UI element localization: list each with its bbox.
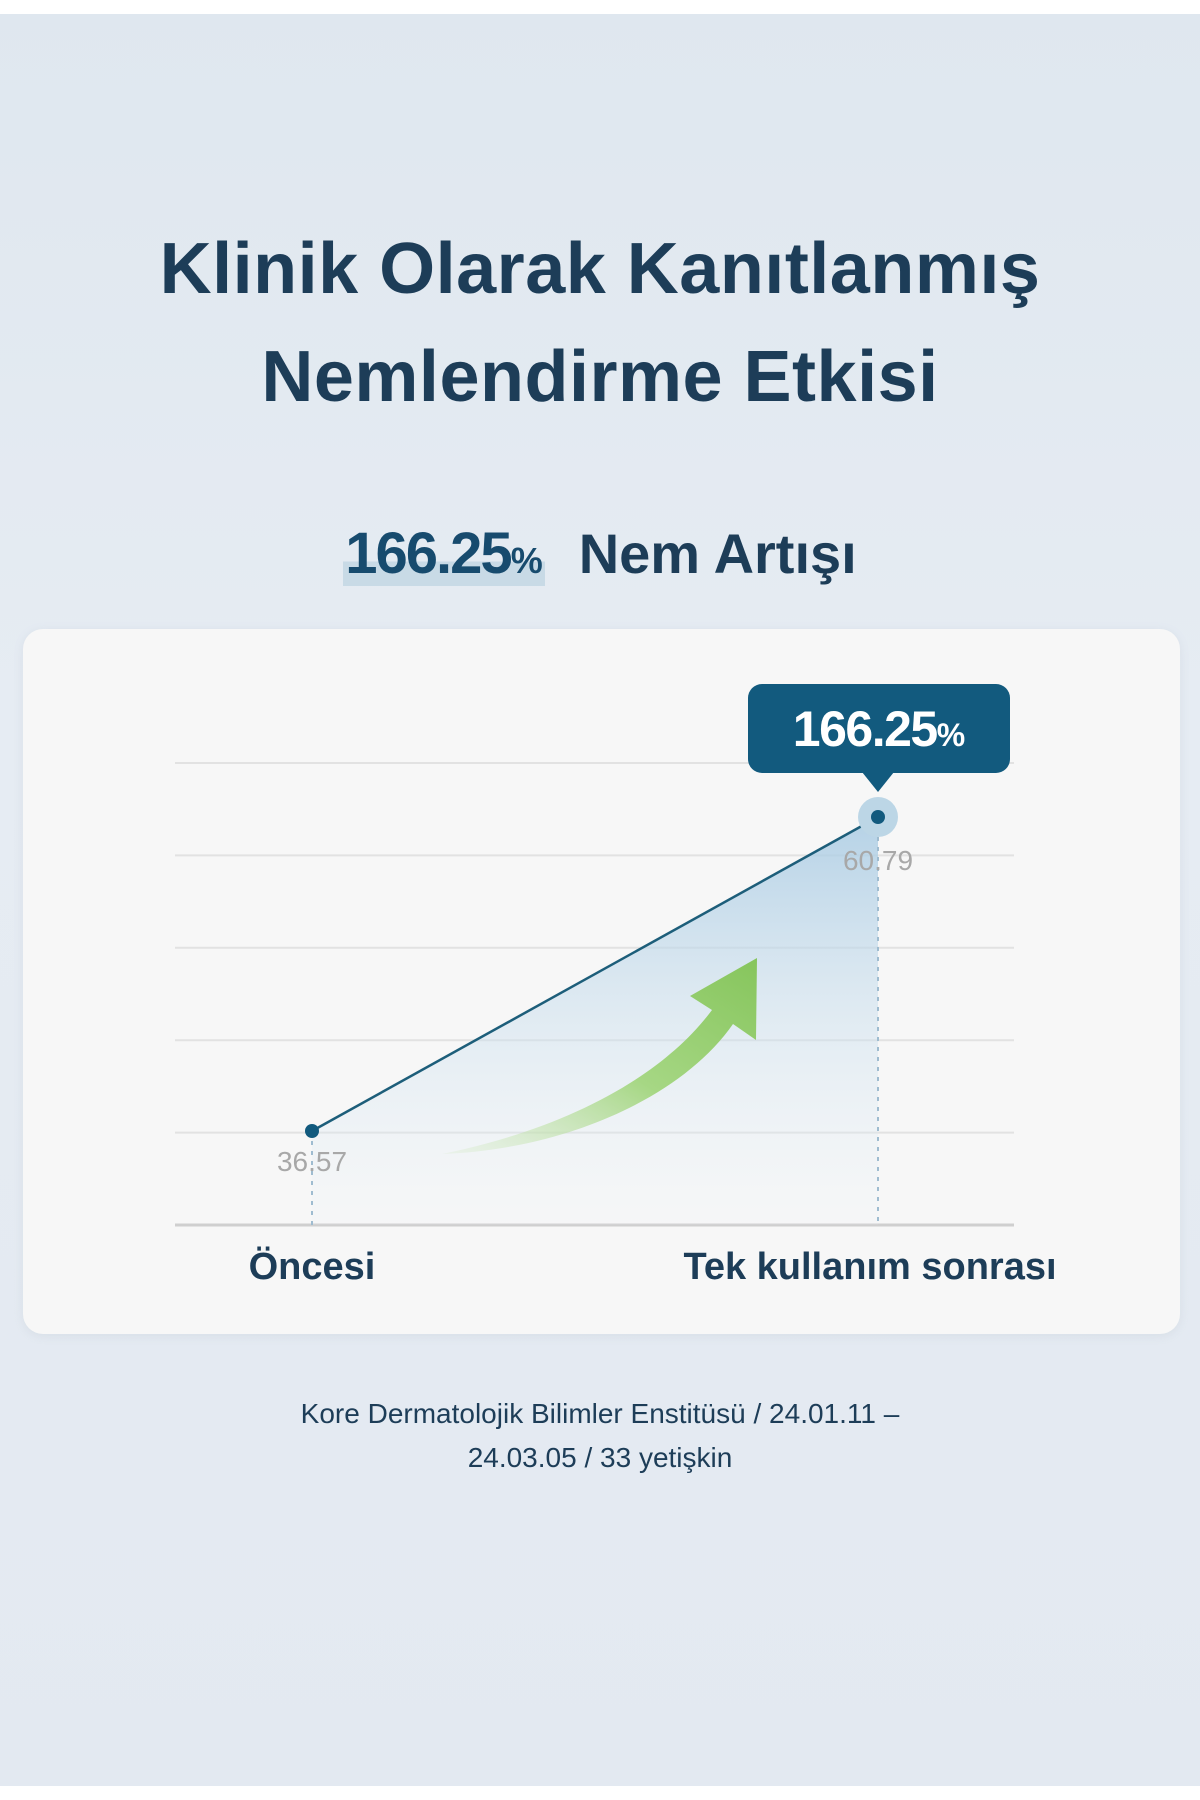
page-title: Klinik Olarak Kanıtlanmış Nemlendirme Et…	[0, 215, 1200, 431]
title-line-1: Klinik Olarak Kanıtlanmış	[159, 229, 1041, 309]
footnote-line-2: 24.03.05 / 33 yetişkin	[467, 1442, 733, 1473]
value-label: 36.57	[277, 1146, 347, 1177]
headline-percent: 166.25%	[343, 521, 545, 586]
data-point	[871, 810, 885, 824]
source-footnote: Kore Dermatolojik Bilimler Enstitüsü / 2…	[0, 1392, 1200, 1480]
x-tick-label: Öncesi	[249, 1245, 376, 1288]
callout-value: 166.25	[793, 701, 938, 757]
headline-unit: %	[510, 540, 543, 581]
title-line-2: Nemlendirme Etkisi	[261, 337, 939, 417]
callout-text: 166.25%	[793, 701, 965, 757]
headline: 166.25% Nem Artışı	[0, 520, 1200, 587]
headline-value: 166.25	[345, 521, 512, 586]
footnote-line-1: Kore Dermatolojik Bilimler Enstitüsü / 2…	[300, 1398, 900, 1429]
headline-label: Nem Artışı	[578, 522, 857, 585]
top-border	[0, 0, 1200, 14]
green-up-arrow-icon	[442, 958, 757, 1154]
area-fill	[312, 817, 878, 1225]
callout-box	[748, 684, 1010, 773]
series-line	[311, 815, 879, 1133]
callout-pointer	[862, 772, 894, 792]
callout-tooltip: 166.25%	[748, 684, 1010, 792]
data-point	[305, 1124, 319, 1138]
callout-unit: %	[937, 717, 965, 753]
value-label: 60.79	[843, 845, 913, 876]
x-tick-label: Tek kullanım sonrası	[683, 1246, 1056, 1288]
bottom-border	[0, 1786, 1200, 1800]
